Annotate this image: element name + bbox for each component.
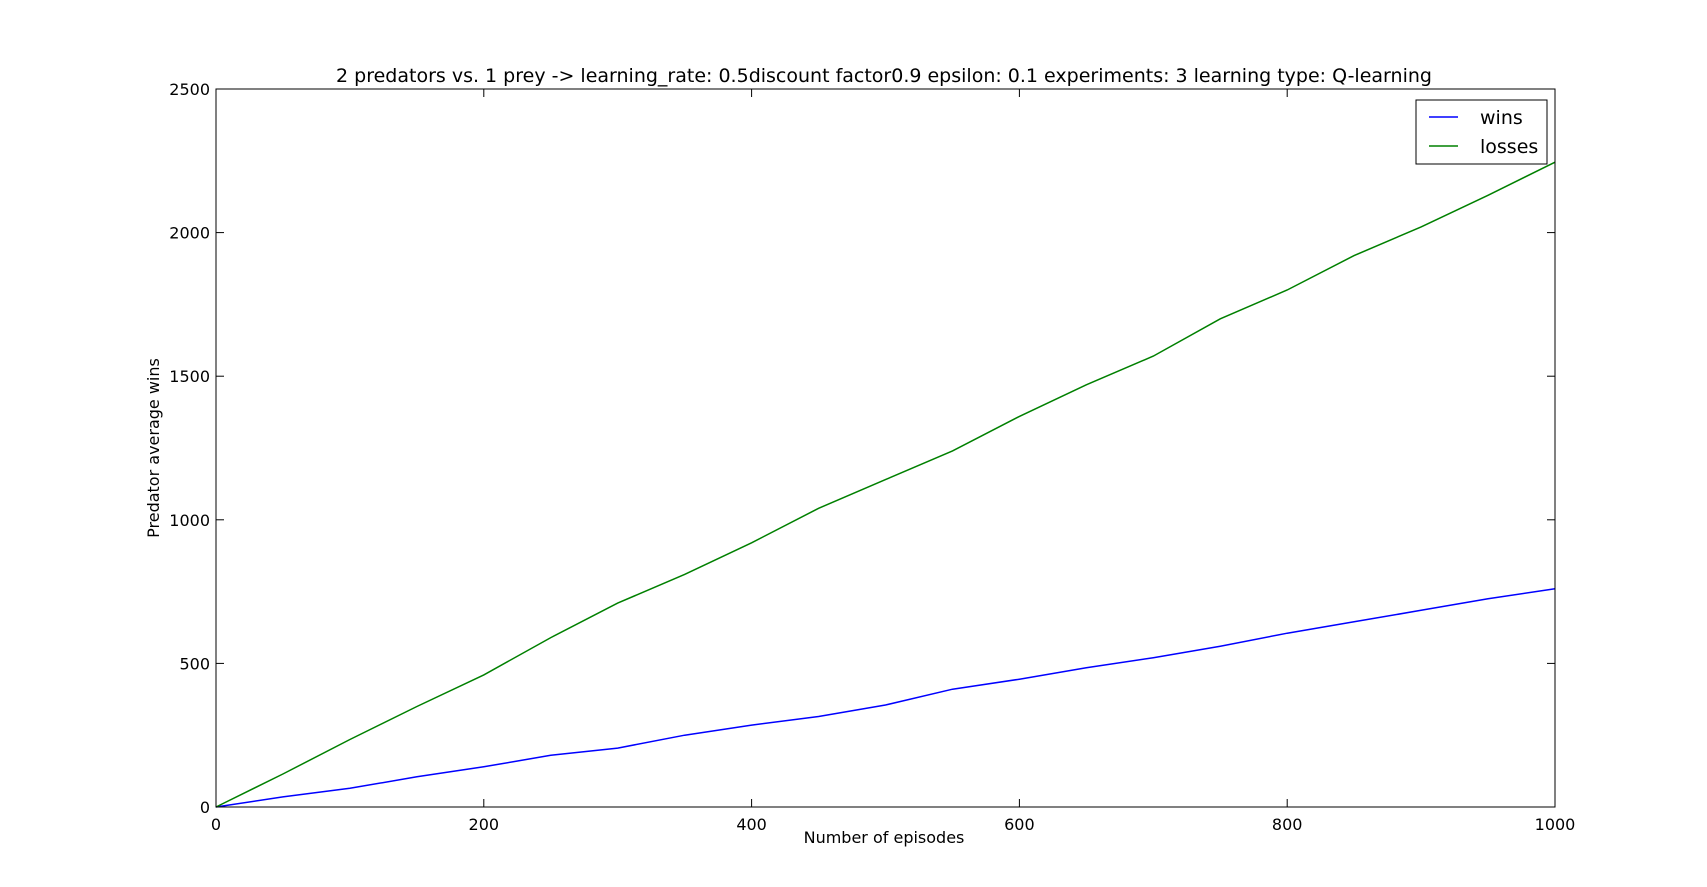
y-tick-label: 2000	[169, 224, 210, 243]
x-tick-label: 800	[1272, 815, 1303, 834]
y-tick-label: 500	[179, 654, 210, 673]
legend-label-losses: losses	[1480, 136, 1538, 158]
x-tick-label: 600	[1004, 815, 1035, 834]
y-axis-label: Predator average wins	[144, 358, 163, 538]
y-tick-label: 2500	[169, 80, 210, 99]
chart-title: 2 predators vs. 1 prey -> learning_rate:…	[336, 65, 1432, 87]
y-tick-label: 0	[200, 798, 210, 817]
plot-area-frame	[215, 88, 1556, 808]
legend-box	[1415, 99, 1548, 165]
x-tick-label: 0	[211, 815, 221, 834]
legend-label-wins: wins	[1480, 107, 1523, 129]
x-tick-label: 1000	[1535, 815, 1576, 834]
series-line-wins	[215, 587, 1556, 808]
x-tick-label: 400	[736, 815, 767, 834]
y-tick-label: 1500	[169, 367, 210, 386]
series-layer	[215, 161, 1556, 808]
series-line-losses	[215, 161, 1556, 808]
x-axis-label: Number of episodes	[804, 828, 965, 847]
axis-ticks: 0 200 400 600 800 1000 0 500 1000 1500 2000 2500	[169, 80, 1575, 834]
legend: wins losses	[1415, 99, 1548, 165]
x-tick-label: 200	[469, 815, 500, 834]
y-tick-label: 1000	[169, 511, 210, 530]
